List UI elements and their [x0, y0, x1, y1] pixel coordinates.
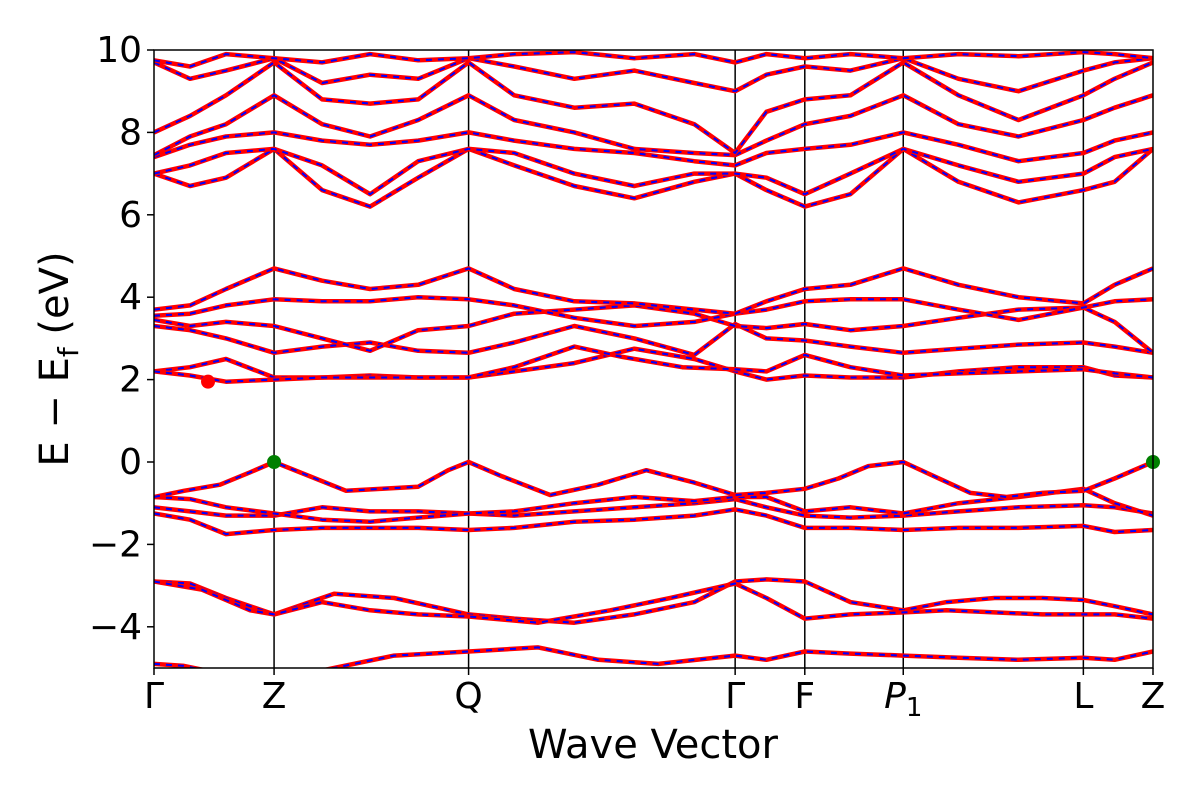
band-line-spin-down: [154, 304, 1153, 354]
band-line-spin-down: [154, 51, 1153, 68]
band-line-spin-down: [154, 487, 1153, 523]
x-tick-label: Z: [262, 676, 287, 717]
plot-frame: [153, 49, 1154, 669]
band-line-spin-down: [154, 646, 1153, 668]
band-line-spin-down: [154, 267, 1153, 315]
band-line-spin-up: [154, 579, 1153, 625]
y-tick-label: 6: [119, 195, 142, 236]
band-line-spin-down: [154, 94, 1153, 157]
y-tick-label: 8: [119, 112, 142, 153]
vbm-marker: [267, 455, 282, 469]
x-tick-label: L: [1073, 676, 1093, 717]
band-line-spin-down: [154, 57, 1153, 93]
band-line-spin-down: [154, 323, 1153, 356]
band-line-spin-down: [154, 131, 1153, 167]
band-line-spin-down: [154, 61, 1153, 154]
x-axis-title: Wave Vector: [528, 722, 779, 768]
cbm-marker: [201, 374, 216, 389]
x-tick-label: Q: [454, 676, 482, 717]
x-tick-label: Z: [1141, 676, 1166, 717]
y-axis-title-unit: (eV): [32, 251, 78, 347]
x-axis-ticks: Γ Z Q Γ F P1 L Z: [144, 668, 1165, 723]
y-tick-label: 2: [119, 360, 142, 401]
x-tick-label: F: [794, 676, 815, 717]
band-line-spin-down: [154, 147, 1153, 208]
y-axis-ticks: −4 −2 0 2 4 6 8 10: [89, 30, 154, 648]
y-axis-title-main: E − E: [32, 357, 78, 467]
y-axis-title-subscript: f: [52, 346, 85, 357]
band-line-spin-down: [154, 147, 1153, 196]
band-line-spin-down: [154, 508, 1153, 536]
band-line-spin-down: [154, 345, 1153, 383]
bands: [154, 50, 1153, 668]
band-line-spin-down: [154, 578, 1153, 624]
y-tick-label: −2: [89, 524, 142, 565]
y-tick-label: 4: [119, 277, 142, 318]
band-line-spin-down: [154, 498, 1153, 519]
y-axis-title: E − Ef (eV): [32, 251, 85, 466]
x-tick-label: Γ: [144, 676, 164, 717]
x-tick-label: Γ: [725, 676, 745, 717]
y-tick-label: 0: [119, 442, 142, 483]
band-line-spin-down: [154, 296, 1153, 327]
plot-background: [154, 50, 1153, 668]
x-tick-label: P1: [884, 676, 922, 723]
y-tick-label: 10: [96, 30, 142, 71]
band-line-spin-down: [154, 461, 1153, 498]
y-tick-label: −4: [89, 607, 142, 648]
